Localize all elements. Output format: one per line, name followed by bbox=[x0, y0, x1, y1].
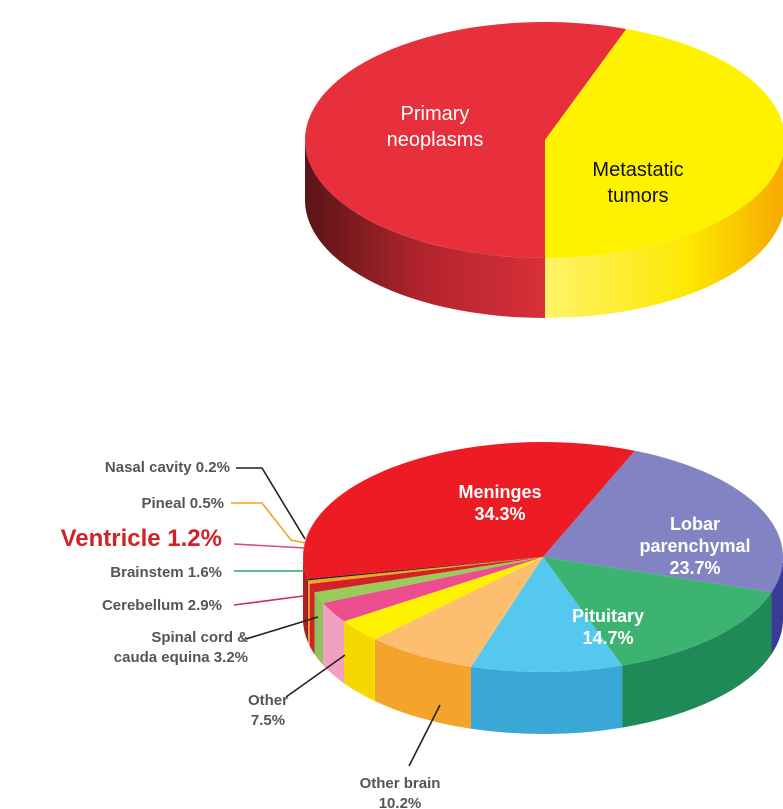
pie2-label-ventricle: Ventricle 1.2% bbox=[61, 525, 222, 552]
pie2-slice-other-brain bbox=[470, 557, 623, 672]
pie2-leader-ventricle bbox=[233, 543, 306, 549]
pie2-leader-other-brain bbox=[408, 704, 441, 767]
pie1-slice-primary-neoplasms bbox=[305, 22, 627, 259]
pie2-side-spinal-cord-cauda-equina bbox=[344, 621, 375, 702]
pie2-label-meninges: Meninges 34.3% bbox=[458, 482, 541, 524]
pie2-slice-other bbox=[374, 557, 543, 667]
pie2-leader-other bbox=[285, 654, 346, 698]
pie2-slice-meninges bbox=[303, 442, 635, 579]
pie1-label-primary-neoplasms: Primary neoplasms bbox=[387, 103, 484, 151]
pie2-label-pituitary: Pituitary 14.7% bbox=[572, 606, 644, 648]
pie2-side-other-brain bbox=[470, 665, 623, 734]
pie2-label-nasal-cavity: Nasal cavity 0.2% bbox=[105, 459, 230, 476]
pie2-slice-ventricle bbox=[309, 557, 543, 593]
pie2-side-lobar-parenchymal bbox=[771, 557, 783, 655]
pie2-side-cerebellum bbox=[323, 603, 345, 684]
pie2-side-nasal-cavity bbox=[307, 578, 308, 643]
pie-chart-primary-neoplasm-sites: Meninges 34.3% Lobar parenchymal 23.7% Pituit… bbox=[61, 442, 783, 809]
pie2-side-pineal bbox=[307, 580, 310, 646]
pie2-label-lobar-parenchymal: Lobar parenchymal 23.7% bbox=[639, 514, 750, 578]
pie2-slice-brainstem bbox=[314, 557, 543, 604]
pie2-slice-lobar-parenchymal bbox=[543, 450, 783, 593]
pie1-side-primary-neoplasms bbox=[305, 140, 545, 318]
pie2-label-other-brain: Other brain 10.2% bbox=[360, 775, 441, 809]
pie2-side-pituitary bbox=[622, 592, 772, 728]
pie2-label-cerebellum: Cerebellum 2.9% bbox=[102, 597, 222, 614]
pie2-side-other bbox=[374, 639, 471, 729]
pie-chart-primary-vs-metastatic: Primary neoplasms Metastatic tumors bbox=[305, 22, 783, 318]
pie2-label-brainstem: Brainstem 1.6% bbox=[110, 564, 222, 581]
pie2-slice-pituitary bbox=[543, 557, 772, 666]
pie2-side-brainstem bbox=[314, 592, 324, 666]
pie2-slice-pineal bbox=[307, 557, 543, 584]
pie2-label-other: Other 7.5% bbox=[248, 692, 288, 729]
pie2-leader-pineal bbox=[231, 502, 306, 544]
pie2-leader-nasal-cavity bbox=[236, 467, 306, 540]
pie2-slice-spinal-cord-cauda-equina bbox=[344, 557, 543, 640]
pie2-leader-cerebellum bbox=[233, 595, 304, 606]
pie2-label-pineal: Pineal 0.5% bbox=[141, 495, 224, 512]
pie1-side-metastatic-tumors bbox=[545, 154, 783, 318]
pie2-slice-nasal-cavity bbox=[307, 557, 543, 581]
pie1-label-metastatic-tumors: Metastatic tumors bbox=[592, 159, 683, 207]
pie2-leader-spinal-cord-cauda-equina bbox=[245, 616, 319, 640]
pie1-slice-metastatic-tumors bbox=[545, 28, 783, 258]
pie2-label-spinal-cord-cauda-equina: Spinal cord & cauda equina 3.2% bbox=[114, 629, 248, 666]
pie2-slice-cerebellum bbox=[323, 557, 543, 622]
